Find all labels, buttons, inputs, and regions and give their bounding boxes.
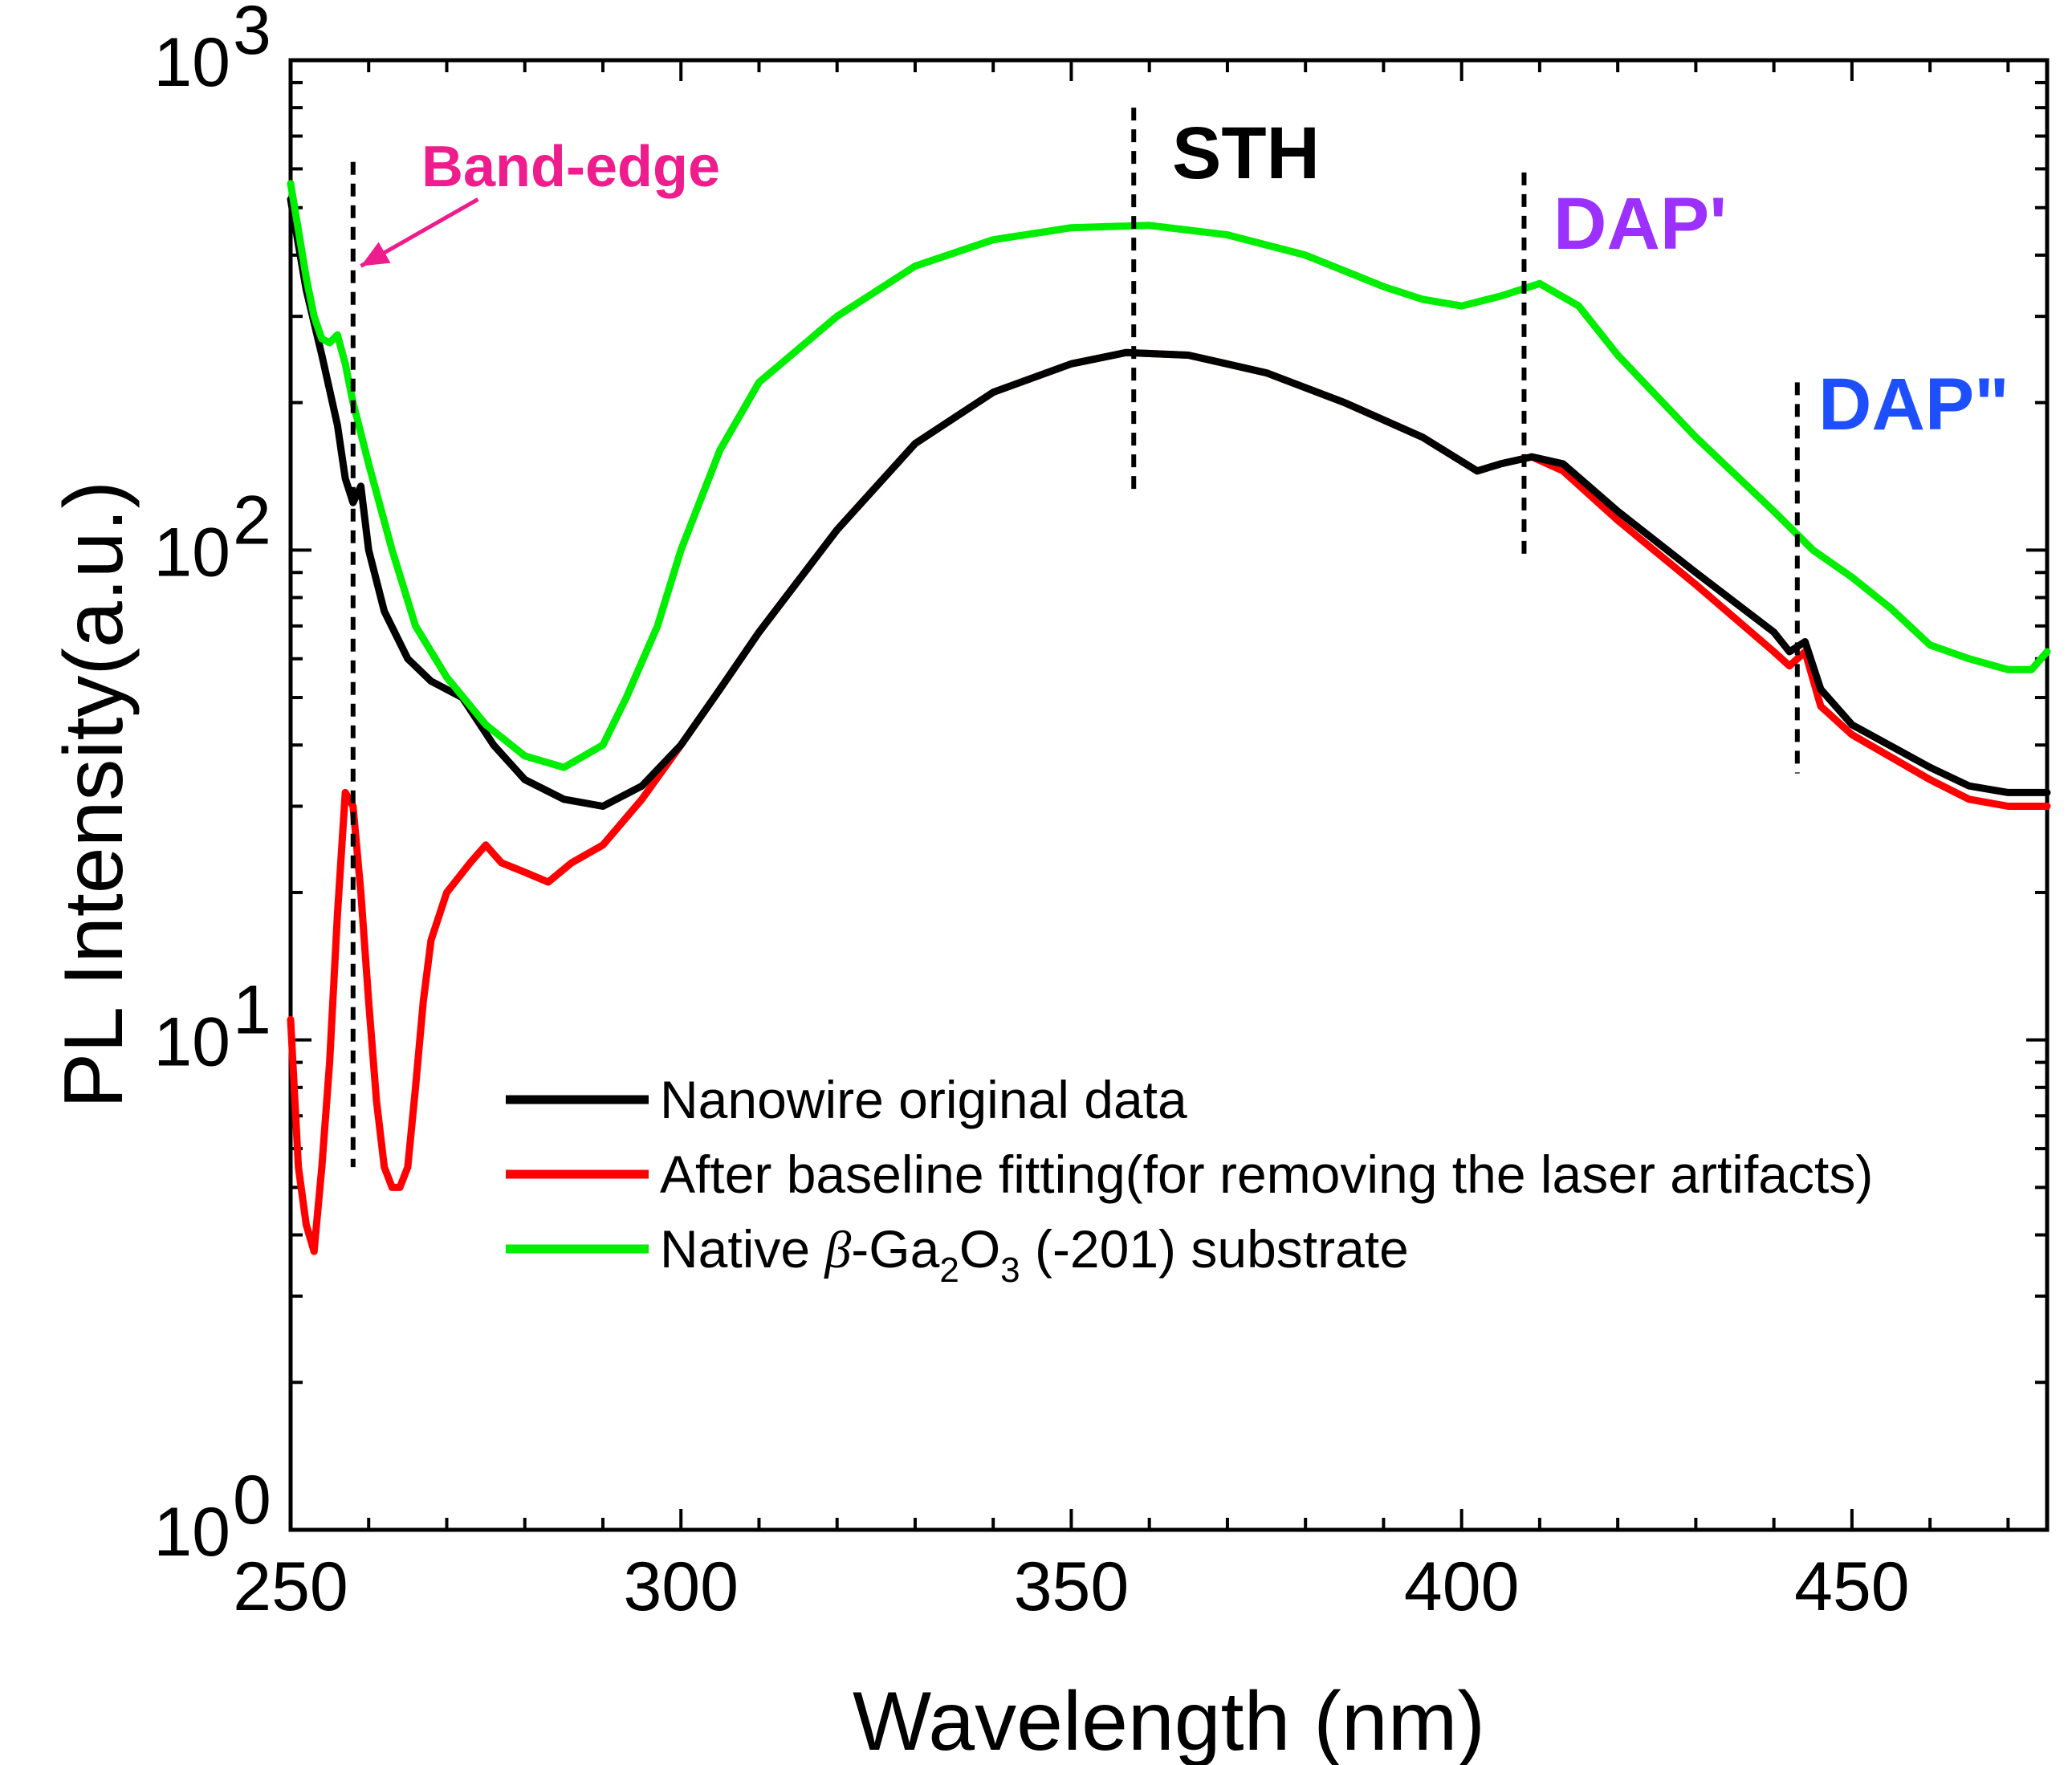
y-tick-label: 10 — [153, 514, 230, 591]
legend-substrate-part-beta: β — [823, 1221, 851, 1279]
annotation-band-edge: Band-edge — [421, 135, 720, 199]
y-tick-label-exponent: 1 — [233, 972, 271, 1049]
legend-substrate-part-native: Native — [660, 1219, 824, 1279]
legend-substrate-part-ga: -Ga — [851, 1219, 939, 1279]
legend-label-substrate: Native β-Ga2O3 (-201) substrate — [660, 1219, 1409, 1290]
annotation-sth: STH — [1172, 112, 1320, 194]
annotation-dap-prime: DAP' — [1553, 183, 1727, 265]
series-layer — [287, 180, 2051, 1255]
x-tick-label: 400 — [1404, 1548, 1520, 1625]
x-tick-label: 250 — [233, 1548, 348, 1625]
legend: Nanowire original data After baseline fi… — [506, 1070, 1873, 1290]
series-line-0 — [287, 195, 2051, 810]
x-tick-label: 450 — [1794, 1548, 1910, 1625]
legend-substrate-part-rest: (-201) substrate — [1020, 1219, 1409, 1279]
legend-label-baseline: After baseline fitting(for removing the … — [660, 1145, 1873, 1204]
legend-substrate-part-o: O — [959, 1219, 1000, 1279]
plot-area — [287, 58, 2051, 1532]
y-tick-label-exponent: 2 — [233, 482, 271, 559]
legend-substrate-sub-2: 2 — [939, 1251, 959, 1290]
y-axis-title: PL Intensity(a.u.) — [47, 481, 140, 1108]
axis-ticks — [289, 60, 2047, 1531]
y-tick-label: 10 — [153, 1004, 230, 1081]
series-line-1 — [287, 348, 2051, 1255]
legend-label-nanowire: Nanowire original data — [660, 1070, 1187, 1129]
y-tick-label: 10 — [153, 1494, 230, 1571]
band-edge-arrow-head — [360, 242, 391, 266]
y-tick-label-exponent: 3 — [233, 0, 271, 69]
x-tick-label: 300 — [623, 1548, 739, 1625]
annotation-markers — [350, 108, 1800, 1168]
y-tick-label: 10 — [153, 24, 230, 101]
legend-substrate-sub-3: 3 — [1000, 1251, 1020, 1290]
y-tick-label-exponent: 0 — [233, 1462, 271, 1539]
x-tick-labels: 250 300 350 400 450 — [233, 1548, 1909, 1625]
annotation-dap-double-prime: DAP" — [1818, 364, 2009, 445]
annotation-labels: Band-edge STH DAP' DAP" — [421, 112, 2009, 445]
x-axis-title: Wavelength (nm) — [853, 1675, 1485, 1765]
x-tick-label: 350 — [1014, 1548, 1130, 1625]
series-line-2 — [287, 180, 2051, 771]
